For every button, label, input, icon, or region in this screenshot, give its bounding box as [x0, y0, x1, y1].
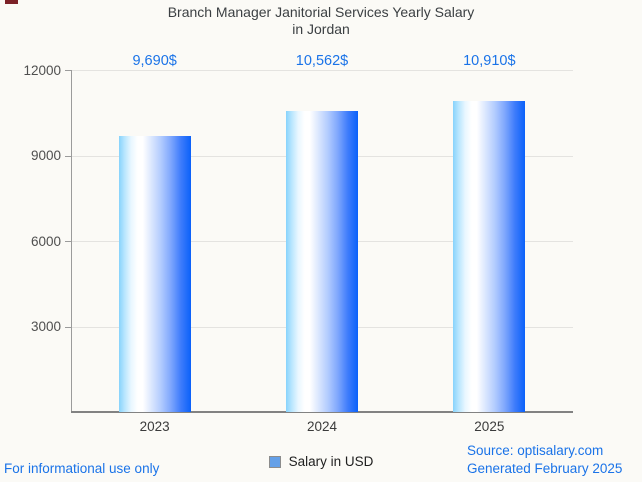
gridline-12000 — [71, 70, 573, 71]
x-axis-line — [71, 411, 573, 413]
y-axis-line — [71, 70, 72, 412]
y-axis-tick-12000 — [65, 70, 71, 71]
y-axis-label-3000: 3000 — [30, 319, 61, 334]
y-axis-label-12000: 12000 — [23, 62, 61, 78]
y-axis-label-9000: 9000 — [30, 148, 61, 163]
bar-2024[interactable] — [286, 110, 358, 412]
generated-line: Generated February 2025 — [467, 460, 623, 476]
bar-2025[interactable] — [453, 101, 526, 412]
y-axis-label-6000: 6000 — [30, 233, 61, 249]
y-axis-tick-3000 — [65, 326, 71, 328]
value-label-2024: 10,562$ — [295, 53, 349, 69]
legend-label: Salary in USD — [288, 454, 374, 469]
value-label-2025: 10,910$ — [463, 53, 516, 69]
x-axis-label-2023: 2023 — [139, 419, 170, 434]
disclaimer-note: For informational use only — [4, 461, 160, 476]
y-axis-tick-9000 — [65, 155, 71, 157]
chart-legend: Salary in USD — [0, 454, 642, 469]
source-block: Source: optisalary.com Generated Februar… — [467, 442, 622, 477]
chart-title-line2: in Jordan — [292, 20, 350, 37]
legend-swatch-icon — [268, 455, 281, 468]
bar-2023[interactable] — [118, 135, 191, 412]
top-left-mark — [5, 0, 18, 4]
source-line: Source: optisalary.com — [467, 443, 604, 458]
chart-title-line1: Branch Manager Janitorial Services Yearl… — [167, 4, 475, 20]
value-label-2023: 9,690$ — [132, 53, 177, 69]
x-axis-label-2024: 2024 — [306, 419, 338, 434]
y-axis-tick-6000 — [65, 241, 71, 242]
x-axis-label-2025: 2025 — [474, 419, 505, 434]
chart-title: Branch Manager Janitorial Services Yearl… — [0, 4, 642, 37]
